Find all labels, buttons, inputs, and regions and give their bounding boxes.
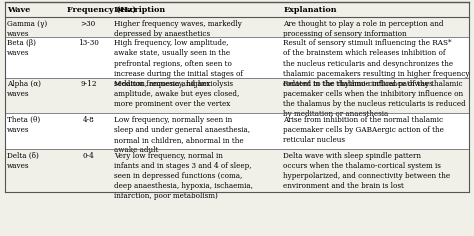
Bar [5,17,469,37]
Bar [5,113,469,149]
Text: Beta (β)
waves: Beta (β) waves [7,39,36,57]
Text: High frequency, low amplitude,
awake state, usually seen in the
prefrontal regio: High frequency, low amplitude, awake sta… [114,39,243,88]
Text: 13-30: 13-30 [78,39,99,47]
Text: Arise from inhibition of the normal thalamic
pacemaker cells by GABAergic action: Arise from inhibition of the normal thal… [283,116,444,144]
Text: Wave: Wave [7,6,30,14]
Bar [5,77,469,113]
Text: Theta (θ)
waves: Theta (θ) waves [7,116,40,134]
Text: Low frequency, normally seen in
sleep and under general anaesthesia,
normal in c: Low frequency, normally seen in sleep an… [114,116,250,154]
Text: Related to the rhythmic influence of the thalamic
pacemaker cells when the inhib: Related to the rhythmic influence of the… [283,80,466,118]
Text: 0-4: 0-4 [82,152,94,160]
Text: Alpha (α)
waves: Alpha (α) waves [7,80,41,98]
Text: Frequency (Hz): Frequency (Hz) [67,6,137,14]
Text: Gamma (γ)
waves: Gamma (γ) waves [7,20,47,38]
Text: Medium frequency, higher
amplitude, awake but eyes closed,
more prominent over t: Medium frequency, higher amplitude, awak… [114,80,239,108]
Text: Result of sensory stimuli influencing the RAS*
of the brainstem which releases i: Result of sensory stimuli influencing th… [283,39,470,88]
Text: >30: >30 [81,20,96,28]
Text: 4-8: 4-8 [82,116,94,124]
Bar [5,37,469,77]
Bar [5,149,469,192]
Text: Very low frequency, normal in
infants and in stages 3 and 4 of sleep,
seen in de: Very low frequency, normal in infants an… [114,152,253,200]
Text: Higher frequency waves, markedly
depressed by anaesthetics: Higher frequency waves, markedly depress… [114,20,242,38]
Text: Explanation: Explanation [283,6,337,14]
Text: 9-12: 9-12 [80,80,97,88]
Text: Delta (δ)
waves: Delta (δ) waves [7,152,39,170]
Bar [5,2,469,17]
Text: Are thought to play a role in perception and
processing of sensory information: Are thought to play a role in perception… [283,20,444,38]
Text: Description: Description [114,6,166,14]
Text: Delta wave with sleep spindle pattern
occurs when the thalamo-cortical system is: Delta wave with sleep spindle pattern oc… [283,152,451,190]
